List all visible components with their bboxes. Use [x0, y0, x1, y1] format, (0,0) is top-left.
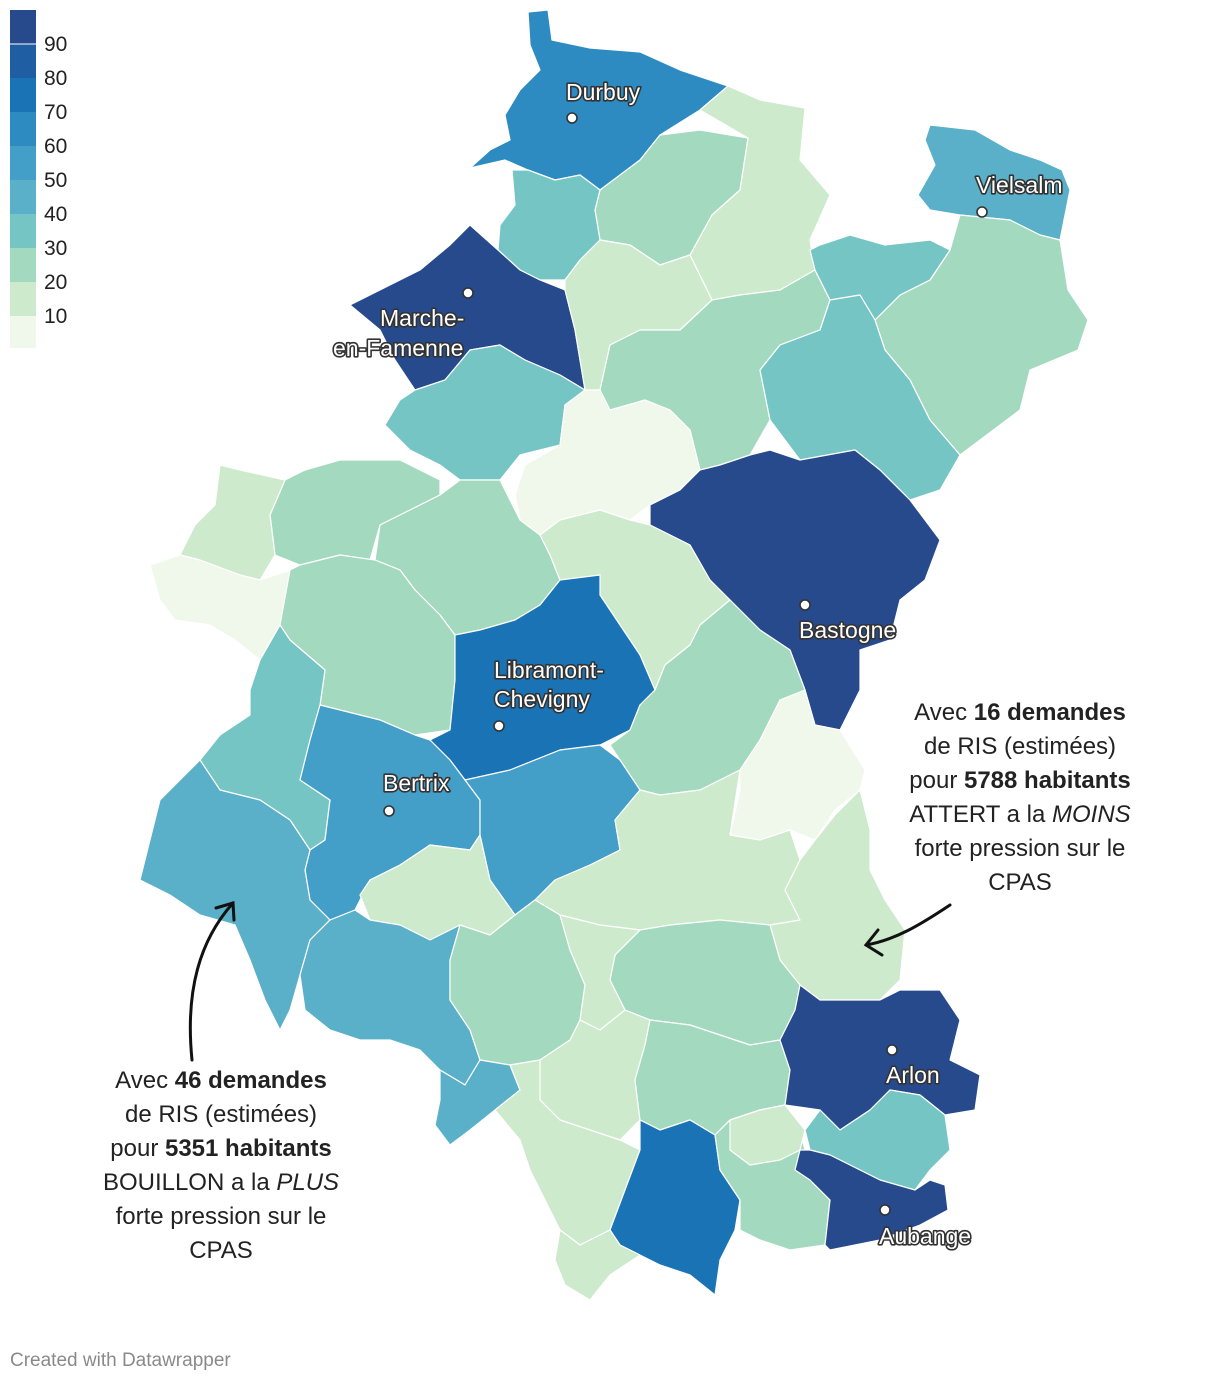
city-label-arlon: Arlon	[886, 1062, 940, 1088]
city-dot-aubange	[879, 1204, 891, 1216]
city-label-bertrix: Bertrix	[383, 770, 450, 796]
annotation-attert-line6: CPAS	[988, 869, 1052, 896]
region-nassogne	[384, 344, 586, 481]
city-dot-bertrix	[383, 805, 395, 817]
annotation-attert-line3: pour 5788 habitants	[909, 767, 1131, 794]
legend-swatch-40	[10, 180, 36, 214]
city-markers: Durbuy Vielsalm Marche- en-Famenne Basto…	[331, 77, 1064, 1250]
annotation-bouillon-line3: pour 5351 habitants	[110, 1135, 332, 1162]
region-houffalize	[809, 234, 951, 321]
annotation-attert-line4: ATTERT a la MOINS	[909, 801, 1131, 828]
region-bouillon	[139, 759, 331, 1031]
city-dot-vielsalm	[976, 206, 988, 218]
region-rouvroy	[554, 1229, 641, 1301]
city-label-aubange: Aubange	[879, 1223, 971, 1249]
legend-label-40: 40	[44, 203, 67, 226]
city-dot-bastogne	[799, 599, 811, 611]
region-aubange	[794, 1149, 949, 1251]
regions	[139, 9, 1089, 1301]
city-label-marche-line2: en-Famenne	[333, 335, 463, 361]
annotation-attert-habitants: 5788 habitants	[963, 767, 1131, 794]
legend-swatch-20	[10, 248, 36, 282]
annotation-attert: Avec 16 demandes de RIS (estimées) pour …	[870, 696, 1170, 900]
city-label-marche-line1: Marche-	[380, 305, 464, 331]
city-label-durbuy: Durbuy	[566, 79, 641, 105]
annotation-bouillon-line1: Avec 46 demandes	[115, 1067, 327, 1094]
arrow-bouillon	[188, 901, 235, 1062]
arrow-attert-head	[863, 928, 884, 957]
annotation-bouillon-line6: CPAS	[189, 1237, 253, 1264]
annotation-bouillon-line4: BOUILLON a la PLUS	[102, 1169, 340, 1196]
legend-label-30: 30	[44, 237, 67, 260]
legend-label-50: 50	[44, 169, 67, 192]
annotation-attert-moins: MOINS	[1052, 801, 1131, 828]
legend-swatch-60	[10, 112, 36, 146]
annotation-bouillon-line5: forte pression sur le	[115, 1203, 327, 1230]
annotation-bouillon-habitants: 5351 habitants	[164, 1135, 332, 1162]
legend: 90 80 70 60 50 40 30 20 10	[10, 10, 67, 348]
legend-label-10: 10	[44, 305, 67, 328]
legend-label-20: 20	[44, 271, 67, 294]
annotation-arrows	[188, 901, 952, 1062]
city-label-libramont-line1: Libramont-	[494, 657, 604, 683]
city-dot-marche	[462, 287, 474, 299]
legend-swatch-30	[10, 214, 36, 248]
region-virton	[609, 1119, 741, 1296]
annotation-bouillon: Avec 46 demandes de RIS (estimées) pour …	[78, 1064, 364, 1268]
legend-swatch-70	[10, 78, 36, 112]
legend-label-70: 70	[44, 101, 67, 124]
annotation-bouillon-demandes: 46 demandes	[174, 1067, 327, 1094]
annotation-attert-demandes: 16 demandes	[973, 699, 1126, 726]
city-dot-durbuy	[566, 112, 578, 124]
annotation-attert-line2: de RIS (estimées)	[923, 733, 1117, 760]
city-dot-arlon	[886, 1044, 898, 1056]
annotation-bouillon-plus: PLUS	[276, 1169, 340, 1196]
legend-swatch-80	[10, 44, 36, 78]
arrow-bouillon-head	[214, 901, 236, 922]
annotation-attert-line5: forte pression sur le	[914, 835, 1126, 862]
arrow-attert	[864, 903, 952, 947]
city-label-vielsalm: Vielsalm	[976, 172, 1063, 198]
annotation-attert-line1: Avec 16 demandes	[914, 699, 1126, 726]
legend-swatch-0	[10, 316, 36, 348]
city-label-bastogne: Bastogne	[799, 617, 896, 643]
legend-label-90: 90	[44, 33, 67, 56]
datawrapper-credit[interactable]: Created with Datawrapper	[10, 1350, 231, 1371]
legend-swatch-90	[10, 10, 36, 44]
region-gouvy-west	[759, 294, 961, 501]
city-dot-libramont	[493, 720, 505, 732]
legend-label-80: 80	[44, 67, 67, 90]
legend-swatch-10	[10, 282, 36, 316]
legend-swatch-50	[10, 146, 36, 180]
city-label-libramont-line2: Chevigny	[494, 686, 590, 712]
legend-label-60: 60	[44, 135, 67, 158]
annotation-bouillon-line2: de RIS (estimées)	[124, 1101, 318, 1128]
